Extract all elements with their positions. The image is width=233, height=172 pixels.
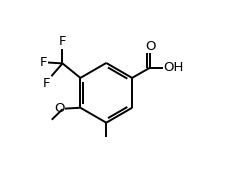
Text: F: F: [43, 77, 51, 90]
Text: F: F: [40, 56, 47, 69]
Text: F: F: [59, 35, 66, 48]
Text: O: O: [54, 102, 64, 115]
Text: OH: OH: [163, 61, 184, 74]
Text: O: O: [145, 40, 155, 53]
